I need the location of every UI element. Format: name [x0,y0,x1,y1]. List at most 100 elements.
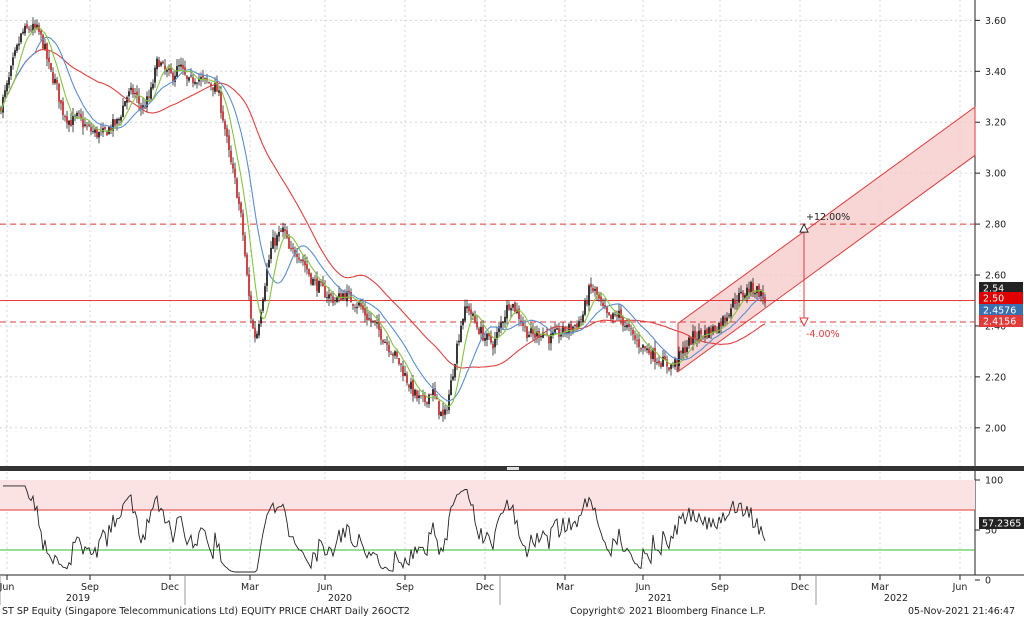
candle-body [302,259,304,262]
measure-down-label: -4.00% [806,329,840,340]
candle-body [332,296,334,303]
rsi-tick-label: 100 [985,476,1003,487]
candle-body [650,351,652,359]
candle-body [532,328,534,335]
candle-body [682,347,684,354]
candle-body [220,91,222,113]
candle-body [156,58,158,70]
candle-body [58,83,60,102]
candle-body [486,333,488,340]
candle-body [334,300,336,302]
candle-body [690,337,692,345]
candle-body [658,360,660,364]
candle-body [700,330,702,335]
candle-body [712,326,714,334]
candle-body [632,329,634,335]
candle-body [358,302,360,306]
candle-body [718,323,720,333]
candle-body [352,303,354,306]
candle-body [452,376,454,380]
candle-body [96,128,98,138]
candle-body [26,24,28,28]
candle-body [432,389,434,395]
candle-body [42,34,44,49]
candle-body [374,320,376,322]
measure-up-label: +12.00% [806,212,850,223]
candle-body [300,259,302,261]
candle-body [426,401,428,404]
candle-body [564,326,566,334]
candle-body [500,322,502,328]
candle-body [568,324,570,334]
y-tick-label: 2.60 [985,271,1006,282]
candle-body [656,362,658,363]
candle-body [390,353,392,355]
candle-body [324,285,326,298]
candle-body [122,105,124,117]
x-tick-label: Jun [635,582,651,593]
candle-body [462,318,464,326]
candle-body [740,291,742,294]
candle-body [178,65,180,67]
y-tick-label: 2.00 [985,423,1006,434]
candle-body [494,338,496,348]
candle-body [672,365,674,367]
candle-body [586,301,588,305]
candle-body [286,230,288,238]
candle-body [538,331,540,339]
candle-body [554,329,556,334]
candle-body [30,29,32,31]
candle-body [134,93,136,94]
candle-body [318,281,320,293]
candle-body [44,43,46,50]
candle-body [120,116,122,121]
candle-body [260,312,262,324]
candle-body [542,332,544,338]
candle-body [488,333,490,337]
candle-body [248,274,250,296]
candle-body [548,335,550,344]
candle-body [376,322,378,324]
candle-body [552,332,554,335]
rsi-panel: 100 50 0 57.2365 [0,472,1024,587]
candle-body [118,118,120,121]
x-tick-label: Dec [161,582,179,593]
candle-body [382,339,384,343]
candle-body [72,115,74,125]
x-tick-label: Jun [317,582,333,593]
candle-body [368,318,370,320]
x-tick-label: Jun [0,582,14,593]
ma-short-line [0,27,766,408]
candle-body [314,279,316,281]
candle-body [628,323,630,327]
x-tick-label: Sep [81,582,99,593]
candle-body [746,287,748,297]
candle-body [466,306,468,309]
candle-body [598,294,600,299]
candle-body [584,300,586,315]
candle-body [698,330,700,341]
candle-body [272,237,274,249]
x-tick-label: Sep [711,582,729,593]
candle-body [364,307,366,316]
candle-body [88,124,90,126]
x-tick-label: Dec [476,582,494,593]
candle-body [534,333,536,338]
candle-body [502,322,504,324]
candle-body [410,381,412,389]
candle-body [210,83,212,86]
candle-body [336,297,338,302]
candle-body [140,105,142,110]
candle-body [82,118,84,128]
candle-body [172,72,174,81]
candle-body [78,112,80,114]
candle-body [734,299,736,304]
measure-down-arrow [799,317,809,328]
candle-body [170,67,172,74]
candle-body [728,315,730,317]
candle-body [316,278,318,292]
candle-body [112,119,114,131]
candle-body [524,326,526,328]
candle-body [550,333,552,344]
candle-body [662,356,664,367]
